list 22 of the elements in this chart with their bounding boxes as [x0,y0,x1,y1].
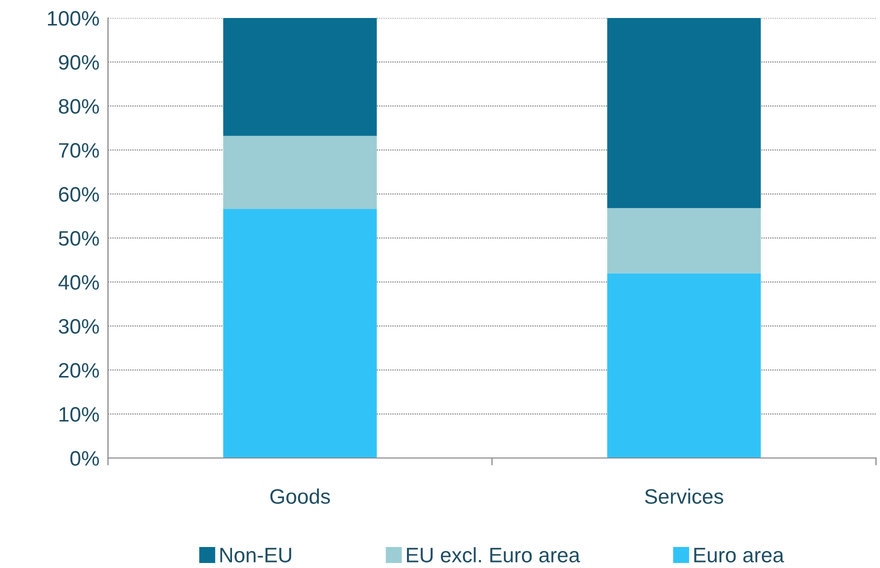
x-tick-label: Services [645,488,724,504]
legend-label: EU excl. Euro area [406,547,580,562]
bar [223,208,377,458]
y-tick-label: 20% [59,363,99,378]
y-tick-label: 40% [58,275,99,290]
y-tick-label: 0% [70,451,99,466]
y-tick-label: 70% [59,143,99,158]
y-tick-label: 10% [60,407,99,422]
bar [223,18,377,136]
legend-label: Non-EU [220,548,292,562]
legend-label: Euro area [694,548,784,562]
y-tick-label: 60% [59,187,99,202]
y-tick-label: 80% [58,99,99,114]
y-tick-label: 90% [58,55,99,70]
bar [607,273,761,458]
x-tick-label: Goods [270,488,330,504]
y-tick-label: 100% [48,11,99,26]
bar [223,136,377,209]
bar [607,208,761,274]
y-tick-label: 30% [58,319,99,334]
y-tick-label: 50% [58,231,99,246]
bar [607,18,761,208]
